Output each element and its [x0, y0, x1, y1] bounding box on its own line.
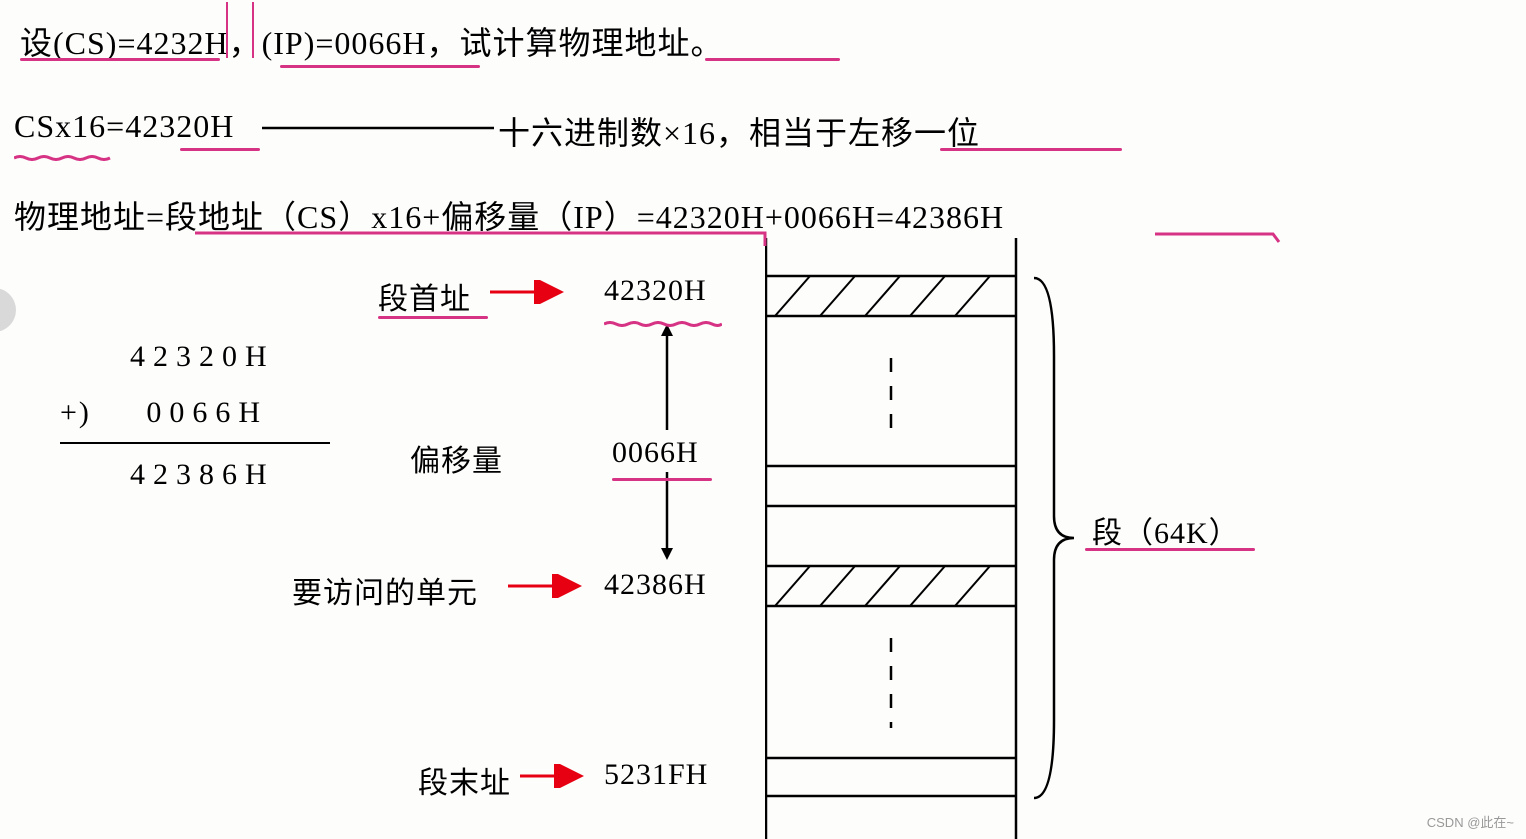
plus-sign: +): [60, 396, 91, 429]
connector-line: [262, 126, 494, 130]
label-seg-start: 段首址: [378, 274, 471, 318]
arrow-seg-start: [490, 280, 570, 304]
segment-brace: [1030, 276, 1080, 800]
offset-double-arrow: [655, 322, 679, 562]
addr-seg-end: 5231FH: [604, 758, 708, 792]
label-offset: 偏移量: [410, 436, 503, 480]
add-row-1: 42320H: [60, 340, 330, 374]
label-target: 要访问的单元: [292, 568, 478, 612]
annotation-box-h: [226, 2, 254, 58]
addr-target: 42386H: [604, 568, 707, 602]
add-row-2: 0066H: [106, 396, 268, 429]
edge-circle-decoration: [0, 288, 16, 332]
calc-line-suffix: 十六进制数×16，相当于左移一位: [498, 108, 980, 154]
calc-line-prefix: CSx16=42320H: [14, 108, 234, 145]
label-seg-size: 段（64K）: [1092, 508, 1240, 552]
add-result: 42386H: [60, 458, 330, 492]
memory-diagram: [765, 238, 1025, 839]
label-seg-end: 段末址: [418, 758, 511, 802]
addition-calc: 42320H +) 0066H 42386H: [60, 340, 330, 492]
watermark-text: CSDN @此在~: [1427, 812, 1514, 831]
arrow-seg-end: [520, 764, 590, 788]
addr-seg-start: 42320H: [604, 274, 707, 308]
arrow-target: [508, 574, 588, 598]
